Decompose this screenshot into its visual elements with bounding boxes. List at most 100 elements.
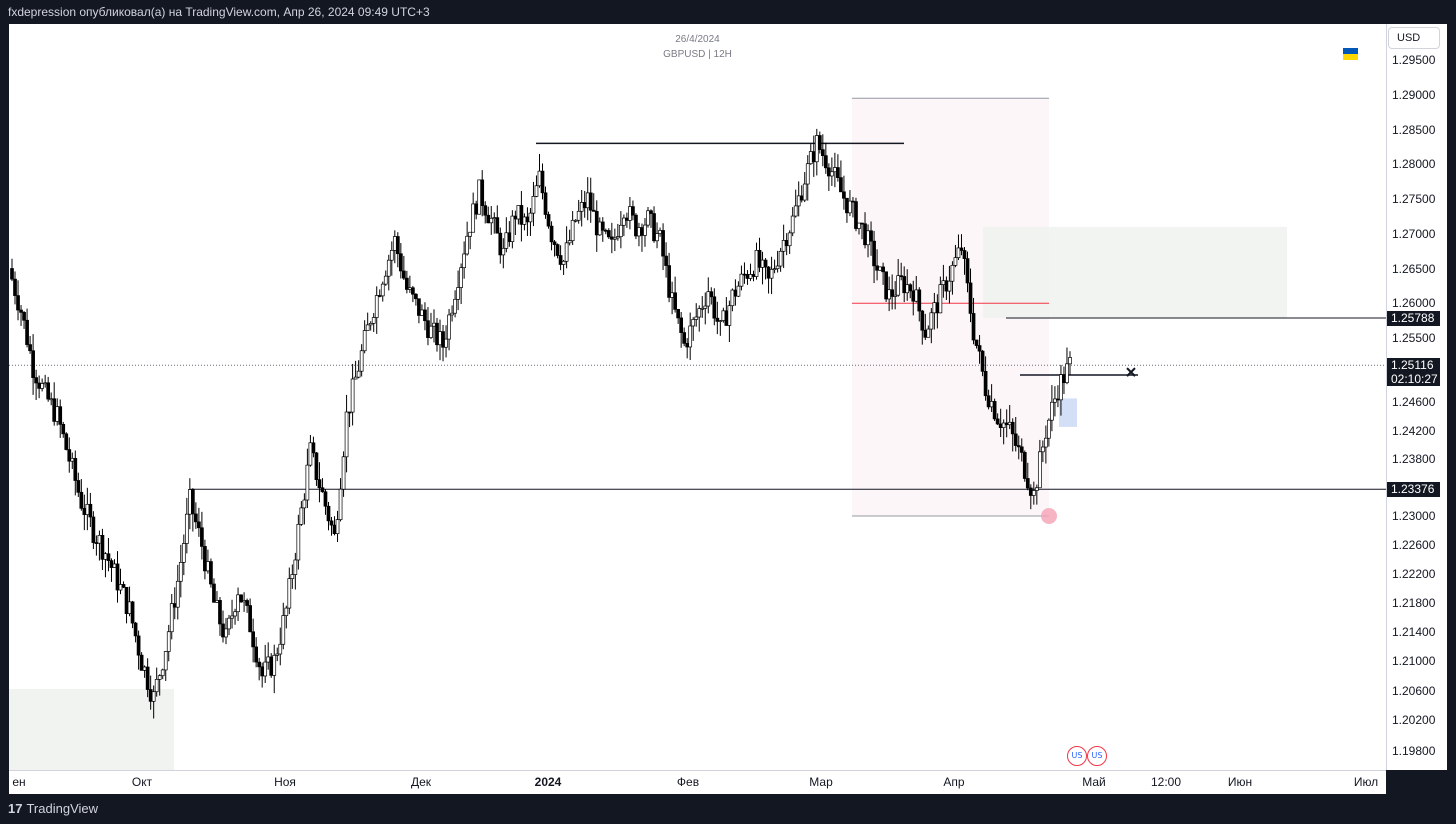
time-axis[interactable]: ен Окт Ноя Дек 2024 Фев Мар Апр Май 12:00 Июн Июл <box>9 770 1386 794</box>
candle-body <box>845 197 849 214</box>
candle-body <box>269 656 274 676</box>
candle-body <box>658 230 662 234</box>
us-event-icon[interactable]: US <box>1067 746 1087 766</box>
candle-body <box>612 237 617 240</box>
candle-body <box>787 232 792 247</box>
price-label-level-high: 1.25788 <box>1387 310 1440 326</box>
candle-body <box>1037 451 1042 489</box>
candle-body <box>254 646 259 663</box>
candle-body <box>730 289 735 307</box>
candle-body <box>362 330 367 352</box>
candle-body <box>257 661 262 668</box>
chart-symbol: GBPUSD | 12H <box>663 49 732 60</box>
candle-body <box>935 302 940 314</box>
candle-body <box>465 235 469 255</box>
candle-body <box>19 309 23 313</box>
candle-body <box>619 224 623 237</box>
candle-body <box>115 563 120 591</box>
candle-body <box>1059 374 1063 401</box>
candle-body <box>148 689 153 702</box>
candle-body <box>754 249 759 277</box>
candle-body <box>522 216 527 225</box>
candlestick-chart[interactable] <box>9 24 1386 770</box>
chart-plot-area[interactable]: 26/4/2024 GBPUSD | 12H US US <box>9 24 1386 770</box>
candle-body <box>401 270 406 279</box>
candle-body <box>510 215 515 242</box>
candle-body <box>914 289 919 302</box>
candle-body <box>10 268 14 280</box>
candle-body <box>323 491 328 507</box>
candle-body <box>733 289 738 297</box>
candle-body <box>1056 398 1060 401</box>
candle-body <box>356 370 361 378</box>
candle-body <box>124 587 129 614</box>
candle-body <box>793 205 798 217</box>
price-axis[interactable] <box>1386 24 1448 770</box>
candle-body <box>1022 452 1027 479</box>
economic-events[interactable]: US US <box>1065 746 1125 768</box>
price-tick: 1.24200 <box>1392 423 1436 438</box>
candle-body <box>1028 487 1033 496</box>
candle-body <box>781 240 786 252</box>
candle-body <box>441 331 445 348</box>
candle-body <box>625 217 629 221</box>
candle-body <box>371 317 376 324</box>
candle-body <box>736 285 741 297</box>
tradingview-logo[interactable]: 17 TradingView <box>8 801 98 816</box>
candle-body <box>236 594 240 613</box>
candle-body <box>546 214 551 227</box>
publication-info: fxdepression опубликовал(а) на TradingVi… <box>8 5 430 19</box>
candle-body <box>22 312 26 321</box>
candle-body <box>971 313 976 341</box>
candle-body <box>606 230 611 238</box>
candle-body <box>911 290 916 302</box>
candle-body <box>1013 433 1018 446</box>
candle-body <box>302 499 307 509</box>
candle-body <box>1053 398 1057 403</box>
candle-body <box>160 669 165 677</box>
candle-body <box>1010 421 1015 435</box>
candle-body <box>884 271 888 300</box>
candle-body <box>55 406 60 422</box>
currency-selector[interactable]: USD <box>1388 27 1440 49</box>
candle-body <box>151 691 156 702</box>
candle-body <box>866 230 870 246</box>
bottom-bar: 17 TradingView <box>0 794 1456 824</box>
candle-body <box>790 215 795 234</box>
candle-body <box>109 560 114 568</box>
candle-body <box>715 317 720 322</box>
time-tick: 2024 <box>534 775 562 789</box>
candle-body <box>435 322 439 346</box>
candle-body <box>88 503 93 518</box>
candle-body <box>603 229 608 232</box>
candle-body <box>386 259 391 277</box>
price-label-level-low: 1.23376 <box>1387 482 1440 498</box>
candle-body <box>851 200 855 203</box>
candle-body <box>76 480 81 493</box>
candle-body <box>498 232 503 256</box>
candle-body <box>489 217 494 224</box>
candle-body <box>664 255 668 266</box>
candle-body <box>136 635 141 656</box>
candle-body <box>959 247 964 251</box>
right-frame <box>1447 24 1456 794</box>
candle-body <box>133 622 138 637</box>
candle-body <box>248 605 252 633</box>
candle-body <box>353 376 358 380</box>
candle-body <box>227 617 231 630</box>
candle-body <box>893 294 898 297</box>
candle-body <box>408 287 412 290</box>
candle-body <box>784 240 789 247</box>
candle-body <box>344 411 349 458</box>
fvg-box <box>1059 398 1077 427</box>
time-tick: Дек <box>410 775 432 789</box>
candle-body <box>561 260 566 265</box>
candle-body <box>46 382 51 400</box>
us-event-icon[interactable]: US <box>1087 746 1107 766</box>
candle-body <box>380 283 385 297</box>
candle-body <box>1019 446 1024 453</box>
candle-body <box>94 542 99 544</box>
candle-body <box>628 206 632 221</box>
liquidity-sweep-marker <box>1041 508 1057 524</box>
candle-body <box>805 163 810 185</box>
